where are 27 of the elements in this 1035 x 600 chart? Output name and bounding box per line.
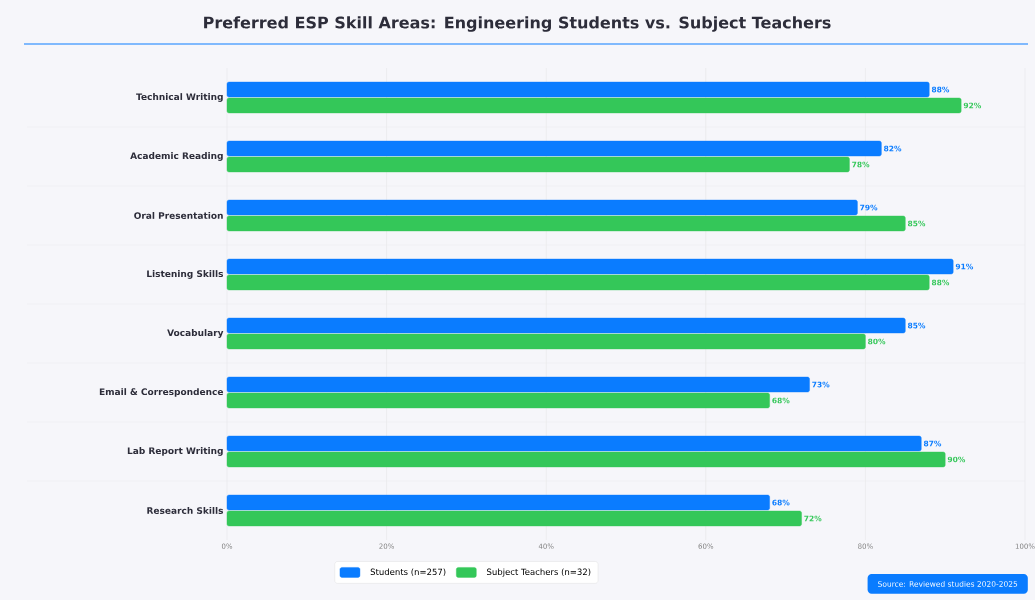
bar	[226, 376, 810, 393]
bar	[226, 215, 906, 232]
bar	[226, 435, 922, 452]
y-tick-label: Academic Reading	[130, 152, 223, 161]
bar	[226, 510, 802, 527]
y-tick-label: Oral Presentation	[134, 212, 223, 219]
bar	[226, 392, 770, 409]
bar	[226, 199, 858, 216]
y-tick-label: Email & Correspondence	[99, 388, 224, 397]
legend-label: Subject Teachers (n=32)	[487, 568, 591, 577]
bar	[226, 97, 962, 114]
bar	[226, 81, 930, 98]
bar	[226, 274, 930, 291]
y-tick-label: Listening Skills	[147, 270, 224, 279]
bar	[226, 317, 906, 334]
y-tick-label: Technical Writing	[136, 93, 223, 102]
y-tick-label: Lab Report Writing	[127, 447, 223, 456]
bar	[226, 156, 850, 173]
legend-label: Students (n=257)	[370, 568, 446, 577]
y-tick-label: Research Skills	[147, 507, 224, 514]
bar	[226, 258, 954, 275]
chart-title: Preferred ESP Skill Areas: Engineering Students vs. Subject Teachers	[204, 16, 831, 32]
bar	[226, 451, 946, 468]
bar	[226, 494, 770, 511]
y-tick-label: Vocabulary	[167, 329, 224, 338]
bar	[226, 140, 882, 157]
bar	[226, 333, 866, 350]
